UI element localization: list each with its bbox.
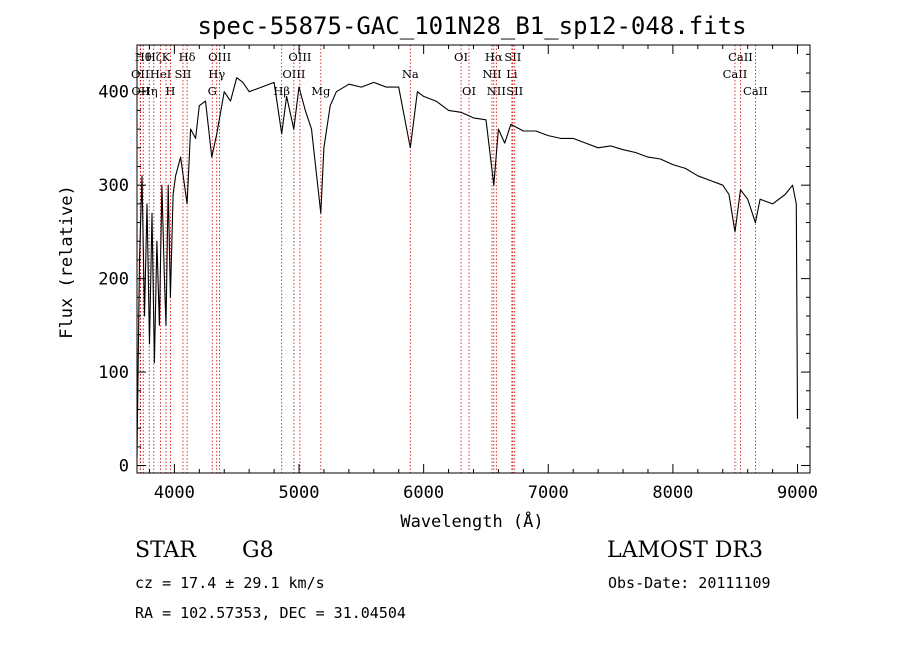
line-marker-label-26: CaII [723,67,748,81]
line-marker-label-3: Hη [141,84,158,98]
x-axis-label: Wavelength (Å) [400,510,543,532]
object-subclass: G8 [242,538,274,563]
line-marker-label-16: Mg [311,84,331,98]
series-layer [136,77,799,457]
line-marker-label-11: Hγ [208,67,225,81]
y-axis: 0 100 200 300 400 [98,53,810,477]
line-marker-label-15: OIII [288,50,311,64]
line-marker-label-19: OI [462,84,476,98]
line-markers: HθOIIOIIHηHζHeIKHSIIHδGHγOIIIHβOIIIOIIIM… [131,45,768,473]
plot-frame [136,44,811,474]
y-axis-label: Flux (relative) [57,185,77,339]
line-marker-label-12: OIII [208,50,231,64]
line-marker-label-17: Na [402,67,419,81]
y-tick-label-2: 200 [98,270,129,290]
line-marker-label-4: Hζ [146,50,162,64]
line-marker-label-20: NII [482,67,501,81]
line-marker-label-6: K [162,50,171,64]
line-marker-label-8: SII [175,67,192,81]
line-marker-label-13: Hβ [273,84,290,98]
x-tick-label-4: 8000 [652,483,693,503]
y-tick-label-3: 300 [98,176,129,196]
y-tick-label-0: 0 [119,457,129,477]
chart-title: spec-55875-GAC_101N28_B1_sp12-048.fits [197,12,746,40]
y-tick-label-4: 400 [98,83,129,103]
line-marker-label-10: G [208,84,217,98]
x-tick-label-1: 5000 [279,483,320,503]
line-marker-label-9: Hδ [179,50,196,64]
x-tick-label-5: 9000 [777,483,818,503]
line-marker-label-22: NII [487,84,506,98]
coordinates: RA = 102.57353, DEC = 31.04504 [135,604,406,622]
line-marker-label-5: HeI [150,67,171,81]
y-tick-label-1: 100 [98,363,129,383]
x-tick-label-0: 4000 [154,483,195,503]
x-tick-label-2: 6000 [403,483,444,503]
object-class: STAR [135,538,196,563]
line-marker-label-23: Li [506,67,518,81]
line-marker-label-24: SII [504,50,521,64]
line-marker-label-18: OI [454,50,468,64]
survey-name: LAMOST DR3 [607,538,763,563]
x-axis: 4000 5000 6000 7000 8000 9000 [148,45,818,503]
spectrum-line [136,77,799,457]
line-marker-label-2: OII [131,84,150,98]
line-marker-label-14: OIII [282,67,305,81]
x-tick-label-3: 7000 [528,483,569,503]
line-marker-label-27: CaII [728,50,753,64]
line-marker-label-7: H [165,84,175,98]
line-marker-label-0: Hθ [135,50,152,64]
redshift-velocity: cz = 17.4 ± 29.1 km/s [135,574,325,592]
line-marker-label-25: SII [506,84,523,98]
line-marker-label-28: CaII [743,84,768,98]
line-marker-label-21: Hα [485,50,503,64]
observation-date: Obs-Date: 20111109 [608,574,771,592]
